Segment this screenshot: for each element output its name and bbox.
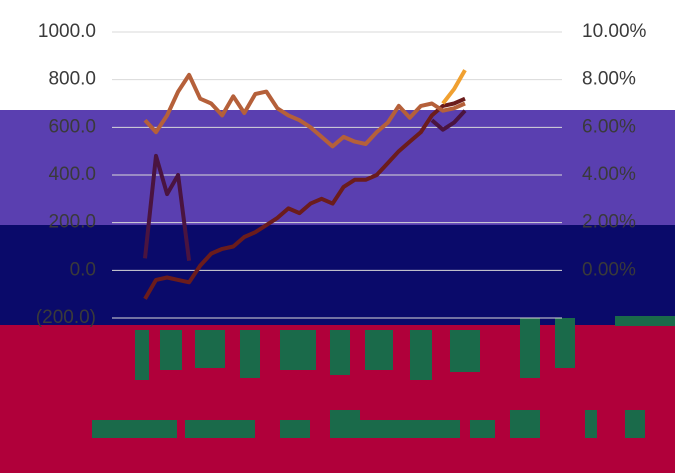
y2-tick-label: 10.00% bbox=[582, 21, 647, 42]
y-tick-label: 800.0 bbox=[48, 69, 96, 90]
y-tick-label: 1000.0 bbox=[38, 21, 96, 42]
y-tick-label: 0.0 bbox=[70, 259, 96, 280]
y2-tick-label: 6.00% bbox=[582, 116, 636, 137]
y2-tick-label: 0.00% bbox=[582, 259, 636, 280]
y-tick-label: 400.0 bbox=[48, 164, 96, 185]
series-line bbox=[143, 109, 467, 262]
y2-tick-label: 8.00% bbox=[582, 69, 636, 90]
series-line bbox=[441, 69, 467, 105]
y-tick-label: (200.0) bbox=[36, 307, 96, 328]
y2-tick-label: 4.00% bbox=[582, 164, 636, 185]
series-line bbox=[143, 72, 466, 149]
glitch-blocks bbox=[92, 316, 675, 438]
y-tick-label: 600.0 bbox=[48, 116, 96, 137]
y-tick-label: 200.0 bbox=[48, 212, 96, 233]
plot-area: (200.0) 0.0 200.0 400.0 600.0 800.0 1000.0 0.00… bbox=[36, 21, 647, 328]
series-line bbox=[143, 96, 466, 300]
y2-tick-label: 2.00% bbox=[582, 212, 636, 233]
glitch-band bbox=[0, 225, 675, 325]
glitch-band bbox=[0, 110, 675, 225]
